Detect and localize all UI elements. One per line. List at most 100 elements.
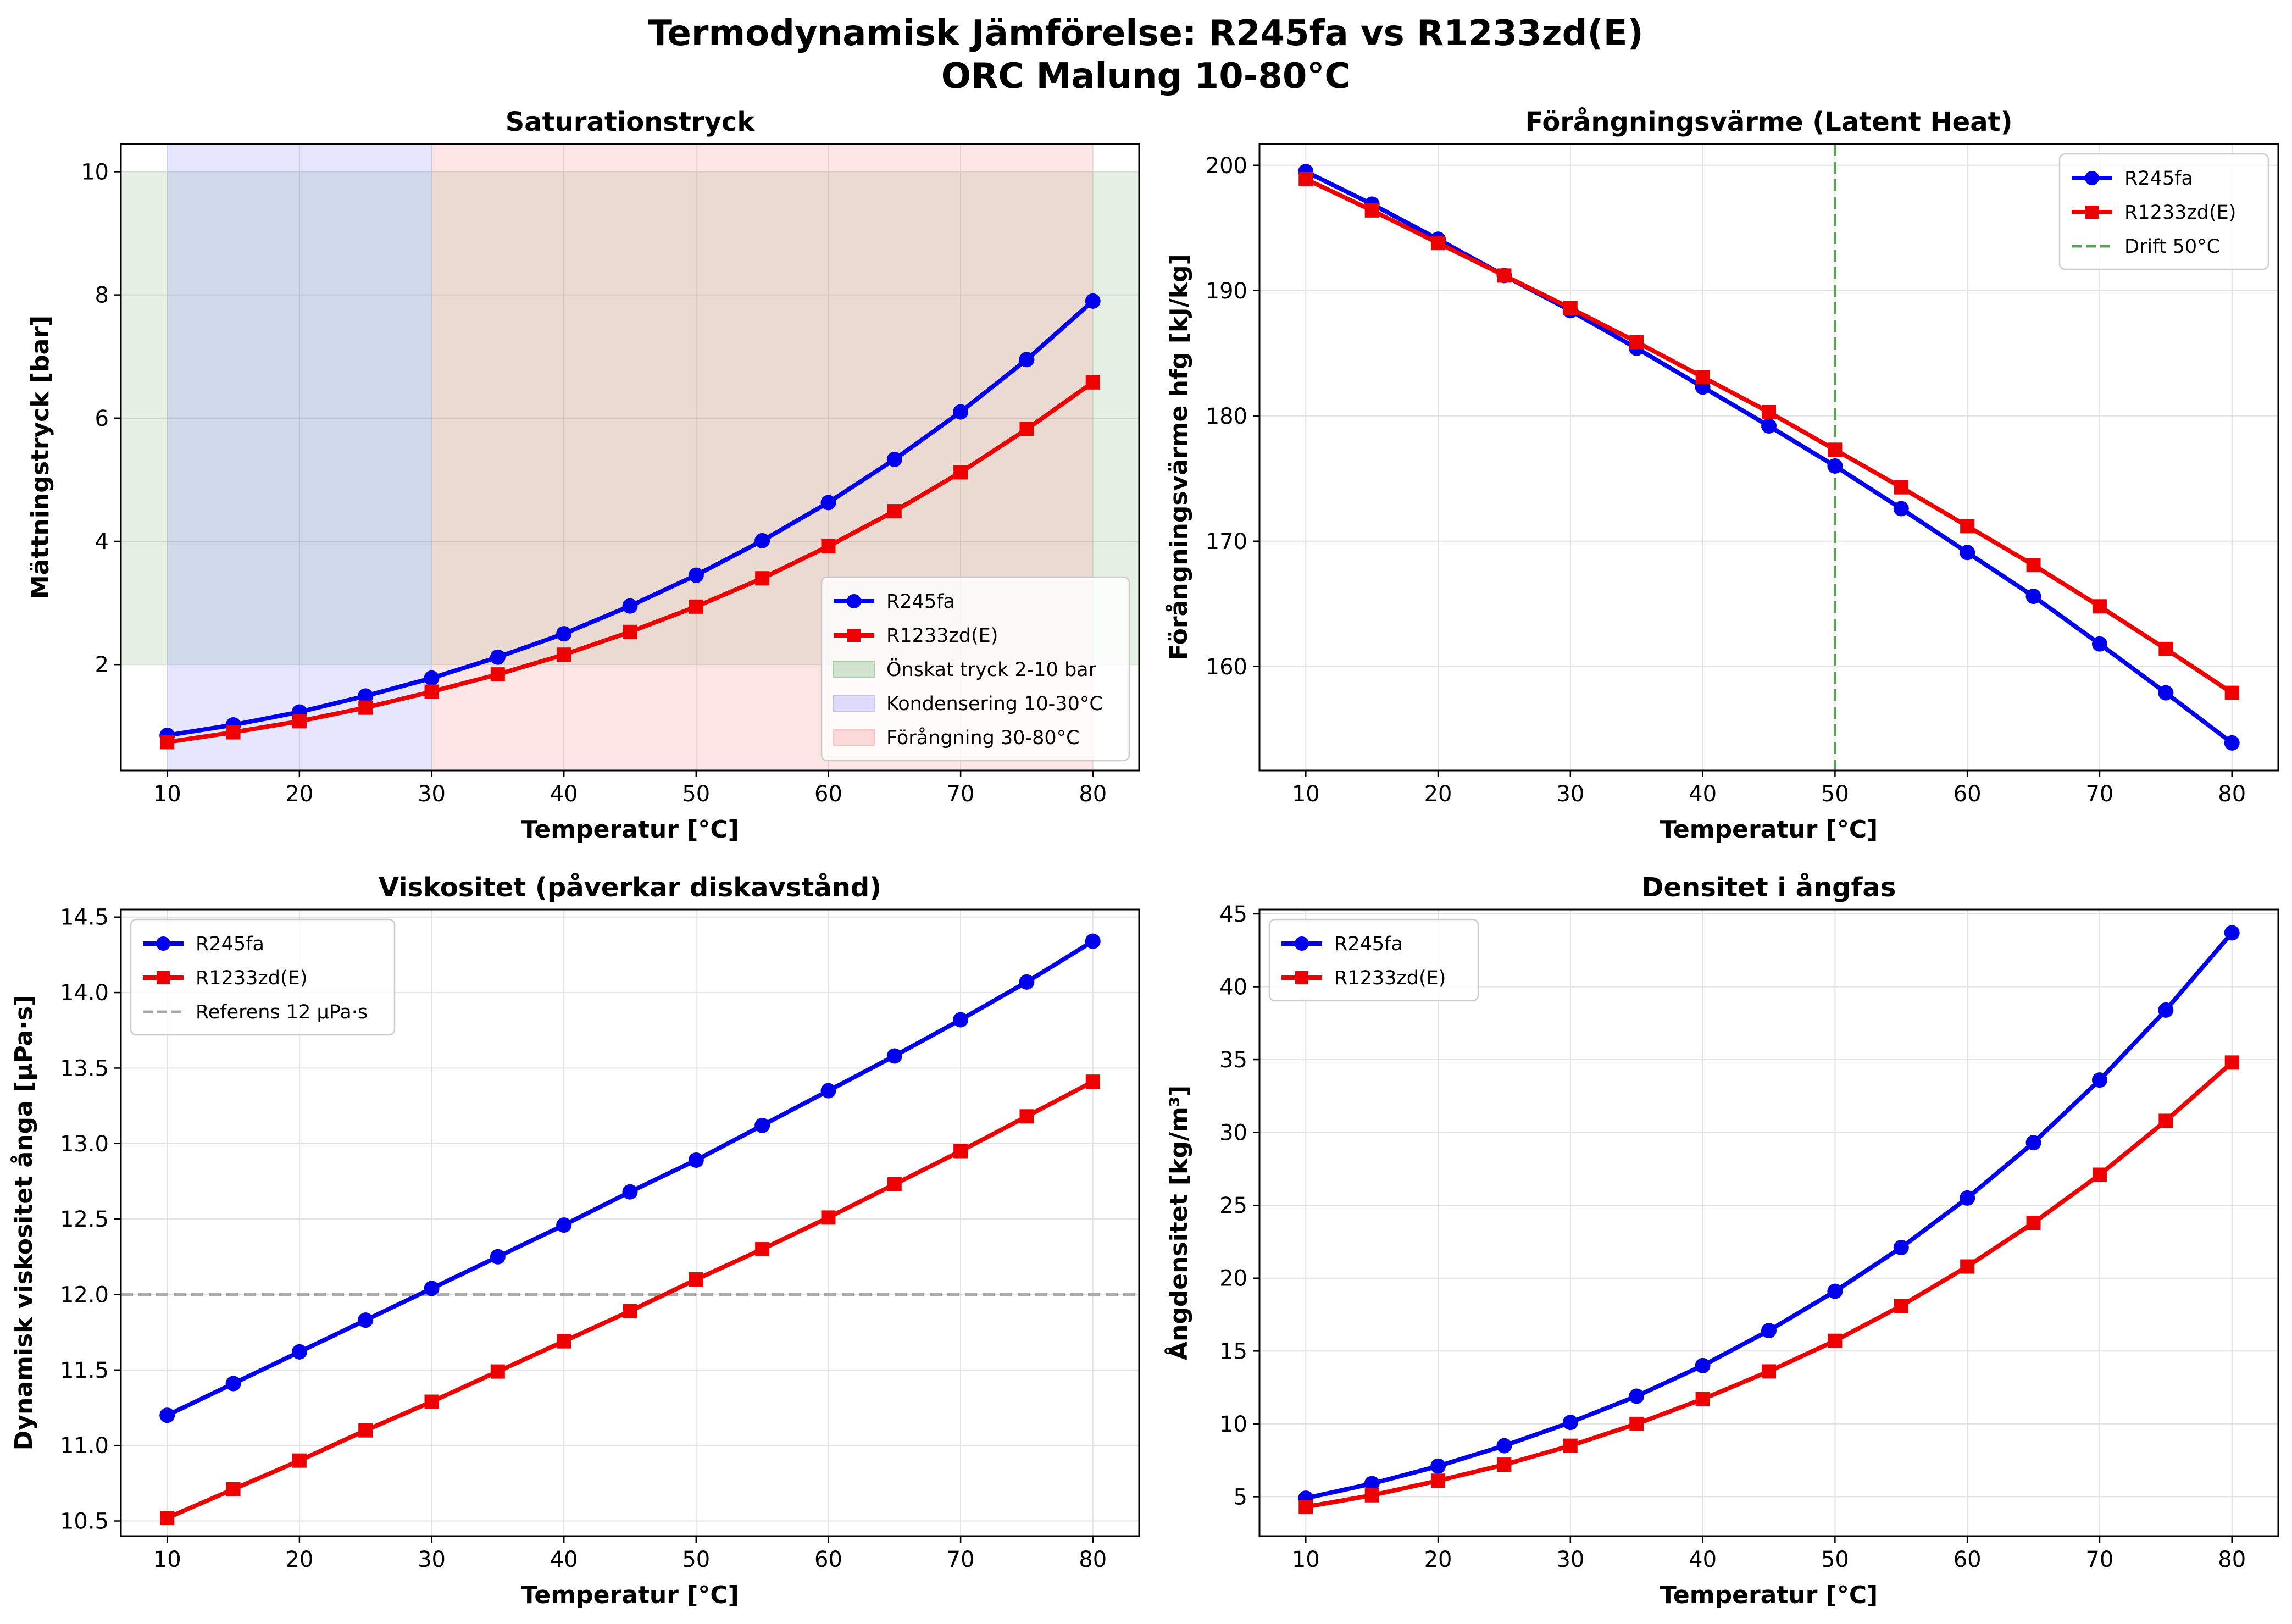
legend-label: Referens 12 μPa·s [196, 1001, 368, 1023]
legend-entry-r245fa: R245fa [1281, 933, 1403, 955]
x-axis-label: Temperatur [°C] [1660, 1581, 1878, 1609]
r245fa-point [556, 626, 572, 642]
x-tick-label: 80 [1079, 1547, 1107, 1572]
panel-vapor-density: 10 20 30 40 50 60 70 80 5 10 15 20 25 30 35 40 45 Densite… [1164, 872, 2279, 1609]
r1233zd-point [1364, 203, 1379, 218]
legend-entry-r245fa: R245fa [2072, 168, 2193, 190]
r245fa-point [1019, 974, 1035, 990]
r245fa-point [556, 1217, 572, 1233]
r245fa-point [1430, 1458, 1446, 1474]
y-tick-label: 180 [1206, 404, 1247, 429]
panel-saturation-pressure: 10 20 30 40 50 60 70 80 2 4 6 8 10 Saturationstryck Te… [26, 107, 1140, 844]
r1233zd-point [755, 571, 770, 586]
x-tick-label: 20 [1424, 781, 1452, 807]
legend-swatch [833, 695, 875, 712]
x-axis-label: Temperatur [°C] [1660, 816, 1878, 844]
axes-frame [1258, 908, 2279, 1537]
y-tick-label: 45 [1219, 902, 1247, 927]
legend: R245fa R1233zd(E) [1268, 918, 1479, 1002]
legend-marker [847, 629, 861, 642]
panel-latent-heat: 10 20 30 40 50 60 70 80 160 170 180 190 200 Förångnin… [1165, 107, 2279, 844]
legend-marker [157, 971, 170, 984]
r1233zd-point [1695, 1392, 1710, 1406]
r1233zd-point [887, 504, 902, 519]
y-axis-label: Mättningstryck [bar] [26, 315, 54, 599]
x-tick-label: 70 [2085, 781, 2113, 807]
x-tick-label: 70 [2085, 1547, 2113, 1572]
band-condensation [167, 144, 432, 771]
y-tick-label: 14.0 [60, 980, 109, 1006]
r245fa-point [2158, 1002, 2174, 1018]
legend-label: R1233zd(E) [886, 625, 998, 647]
r245fa-point [424, 1281, 440, 1296]
r245fa-point [2224, 925, 2240, 941]
legend-swatch [833, 661, 875, 678]
r245fa-point [754, 533, 770, 548]
y-tick-label: 13.0 [60, 1132, 109, 1157]
r245fa-point [754, 1117, 770, 1133]
legend-label: R1233zd(E) [2124, 202, 2236, 224]
legend-box [820, 576, 1130, 762]
x-tick-label: 40 [1689, 1547, 1717, 1572]
legend: R245fa R1233zd(E) Referens 12 μPa·s [130, 918, 396, 1036]
r1233zd-point [623, 624, 637, 639]
r1233zd-point [2026, 558, 2041, 573]
y-tick-label: 12.0 [60, 1282, 109, 1307]
r1233zd-point [2224, 685, 2239, 700]
r1233zd-point [1497, 1457, 1512, 1472]
r1233zd-point [953, 465, 968, 480]
r1233zd-point [755, 1242, 770, 1257]
r245fa-point [291, 1344, 307, 1360]
r1233zd-point [2026, 1216, 2041, 1230]
r245fa-point [159, 1407, 175, 1423]
panel-title: Saturationstryck [506, 107, 756, 137]
r245fa-point [1085, 293, 1101, 309]
y-axis-label: Dynamisk viskositet ånga [μPa·s] [10, 995, 38, 1450]
r245fa-point [225, 1376, 241, 1392]
x-tick-label: 10 [1292, 1547, 1320, 1572]
x-axis-label: Temperatur [°C] [521, 1581, 739, 1609]
r245fa-point [1629, 1388, 1645, 1404]
panel-title: Förångningsvärme (Latent Heat) [1525, 107, 2012, 137]
legend-marker [2085, 206, 2099, 219]
x-tick-label: 50 [1821, 781, 1849, 807]
x-tick-label: 20 [285, 1547, 313, 1572]
legend-entry-r1233zd: R1233zd(E) [834, 625, 998, 647]
x-tick-label: 30 [1556, 781, 1584, 807]
axes-frame [1258, 143, 2279, 772]
legend-marker [1295, 936, 1309, 951]
x-tick-label: 70 [947, 1547, 975, 1572]
r1233zd-point [887, 1177, 902, 1191]
y-tick-label: 40 [1219, 975, 1247, 1000]
x-tick-label: 10 [153, 781, 181, 807]
x-tick-label: 40 [1689, 781, 1717, 807]
x-tick-label: 80 [2218, 1547, 2246, 1572]
r1233zd-point [1695, 370, 1710, 385]
y-tick-label: 10.5 [60, 1509, 109, 1534]
legend-label: R245fa [886, 591, 955, 613]
legend-marker [847, 594, 861, 608]
r1233zd-point [226, 1482, 241, 1496]
figure-title-line2: ORC Malung 10-80°C [941, 56, 1351, 97]
panel-title: Viskositet (påverkar diskavstånd) [379, 872, 881, 903]
legend-box [2058, 153, 2269, 270]
r1233zd-point [1364, 1488, 1379, 1503]
r245fa-point [820, 1083, 836, 1099]
x-tick-label: 50 [682, 781, 710, 807]
r1233zd-point [490, 1364, 505, 1379]
r1233zd-point [424, 684, 439, 699]
r245fa-point [622, 1184, 638, 1200]
legend-box [1268, 918, 1479, 1002]
y-tick-label: 170 [1206, 529, 1247, 555]
r245fa-point [1085, 933, 1101, 949]
y-tick-label: 13.5 [60, 1056, 109, 1081]
r1233zd-point [1762, 404, 1776, 419]
x-tick-label: 50 [682, 1547, 710, 1572]
r1233zd-point [1298, 1499, 1313, 1514]
r245fa-point [688, 1152, 704, 1168]
r1233zd-point [821, 1210, 836, 1225]
r245fa-point [2025, 589, 2041, 605]
r245fa-point [1960, 545, 1975, 561]
r1233zd-point [1629, 335, 1644, 350]
